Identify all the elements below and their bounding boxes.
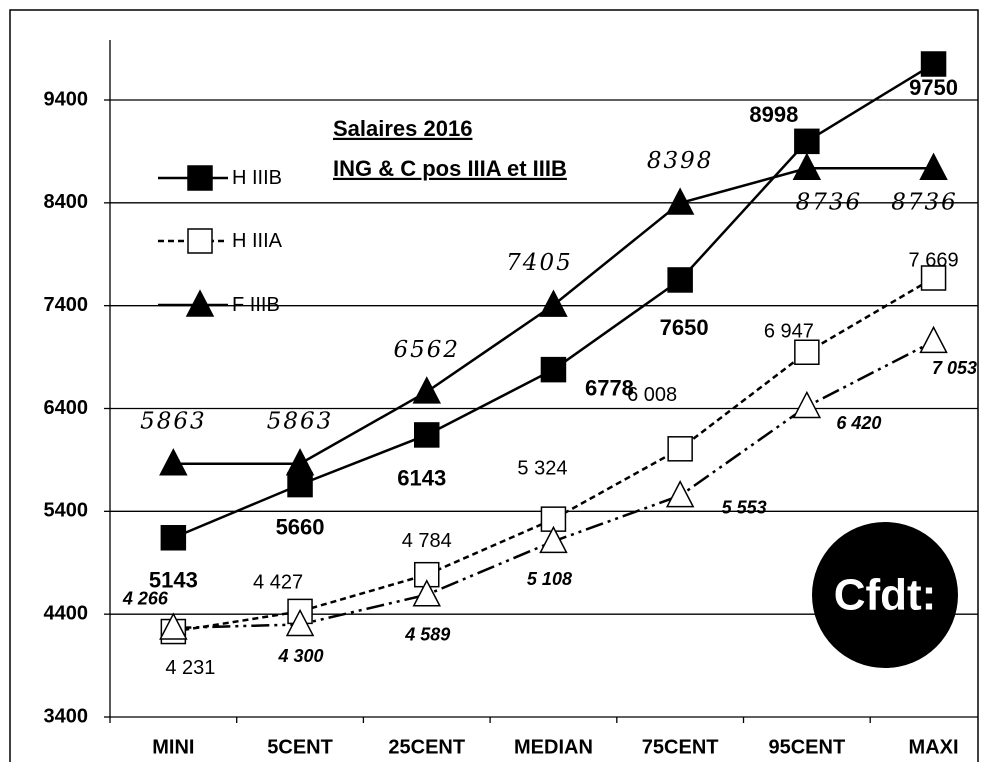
data-label: 8998 <box>749 102 798 127</box>
data-label: 4 427 <box>253 572 303 594</box>
x-tick-label: MEDIAN <box>514 736 593 758</box>
y-tick-label: 6400 <box>44 397 89 419</box>
marker <box>919 325 948 354</box>
y-tick-label: 4400 <box>44 602 89 624</box>
frame <box>9 9 979 762</box>
marker <box>920 265 947 291</box>
data-label: 5863 <box>267 409 334 435</box>
x-tick-label: 75CENT <box>642 736 719 758</box>
data-label: 8736 <box>796 189 863 215</box>
data-label: 4 231 <box>165 657 215 679</box>
legend-marker <box>185 289 215 317</box>
x-tick-label: 25CENT <box>388 736 465 758</box>
data-label: 4 784 <box>402 530 452 552</box>
marker <box>665 479 695 508</box>
legend-label: F IIIB <box>232 294 280 316</box>
data-label: 4 266 <box>122 589 169 609</box>
marker <box>160 525 187 551</box>
data-label: 6143 <box>397 466 446 491</box>
logo: Cfdt: <box>834 571 937 620</box>
data-label: 4 300 <box>278 646 324 666</box>
data-label: 8736 <box>891 189 958 215</box>
marker <box>667 436 693 462</box>
data-label: 5 324 <box>517 457 567 479</box>
legend-marker <box>187 228 213 254</box>
x-tick-label: MAXI <box>909 736 959 758</box>
data-label: 9750 <box>909 75 958 100</box>
chart-subtitle: ING & C pos IIIA et IIIB <box>333 156 567 181</box>
marker <box>414 422 440 448</box>
legend-label: H IIIA <box>232 230 283 252</box>
data-label: 5143 <box>149 568 198 593</box>
data-label: 8398 <box>647 148 714 174</box>
marker <box>159 612 188 640</box>
data-label: 5660 <box>276 514 325 539</box>
marker <box>792 152 822 181</box>
marker <box>794 339 820 366</box>
legend-marker <box>187 165 213 191</box>
legend-entry: H IIIB <box>232 167 283 189</box>
data-label: 6778 <box>585 375 634 400</box>
data-label: 6 420 <box>836 413 881 433</box>
data-label: 5 108 <box>527 569 572 589</box>
data-label: 6562 <box>393 337 460 363</box>
y-tick-label: 7400 <box>44 294 89 316</box>
data-label: 7650 <box>660 315 709 340</box>
data-label: 4 589 <box>404 624 450 644</box>
x-tick-label: MINI <box>152 736 194 758</box>
y-tick-label: 8400 <box>44 191 89 213</box>
logo-circle <box>812 522 958 668</box>
data-label: 7 669 <box>909 249 959 271</box>
marker <box>539 289 568 317</box>
data-label: 7 053 <box>932 358 977 378</box>
marker <box>159 448 188 476</box>
marker <box>285 608 315 637</box>
marker <box>287 471 313 498</box>
x-tick-label: 95CENT <box>768 736 845 758</box>
marker <box>285 448 315 476</box>
x-tick-label: 5CENT <box>267 736 333 758</box>
marker <box>412 579 441 607</box>
legend-label: H IIIB <box>232 167 283 189</box>
data-label: 5863 <box>140 409 207 435</box>
marker <box>539 525 568 554</box>
chart-title: Salaires 2016 <box>333 116 472 141</box>
marker <box>540 356 567 383</box>
marker <box>667 267 693 293</box>
legend-entry: H IIIA <box>232 230 283 252</box>
y-tick-label: 9400 <box>44 88 89 110</box>
marker <box>794 128 820 155</box>
data-label: 6 008 <box>627 384 677 406</box>
data-label: 6 947 <box>764 321 814 343</box>
y-tick-label: 3400 <box>44 705 89 727</box>
y-tick-label: 5400 <box>44 500 89 522</box>
data-label: 7405 <box>506 250 573 276</box>
data-label: 5 553 <box>722 497 767 517</box>
marker <box>412 376 441 404</box>
marker <box>792 390 822 419</box>
marker <box>665 187 695 215</box>
marker <box>919 152 948 181</box>
legend-entry: F IIIB <box>232 294 280 316</box>
marker <box>920 51 947 77</box>
